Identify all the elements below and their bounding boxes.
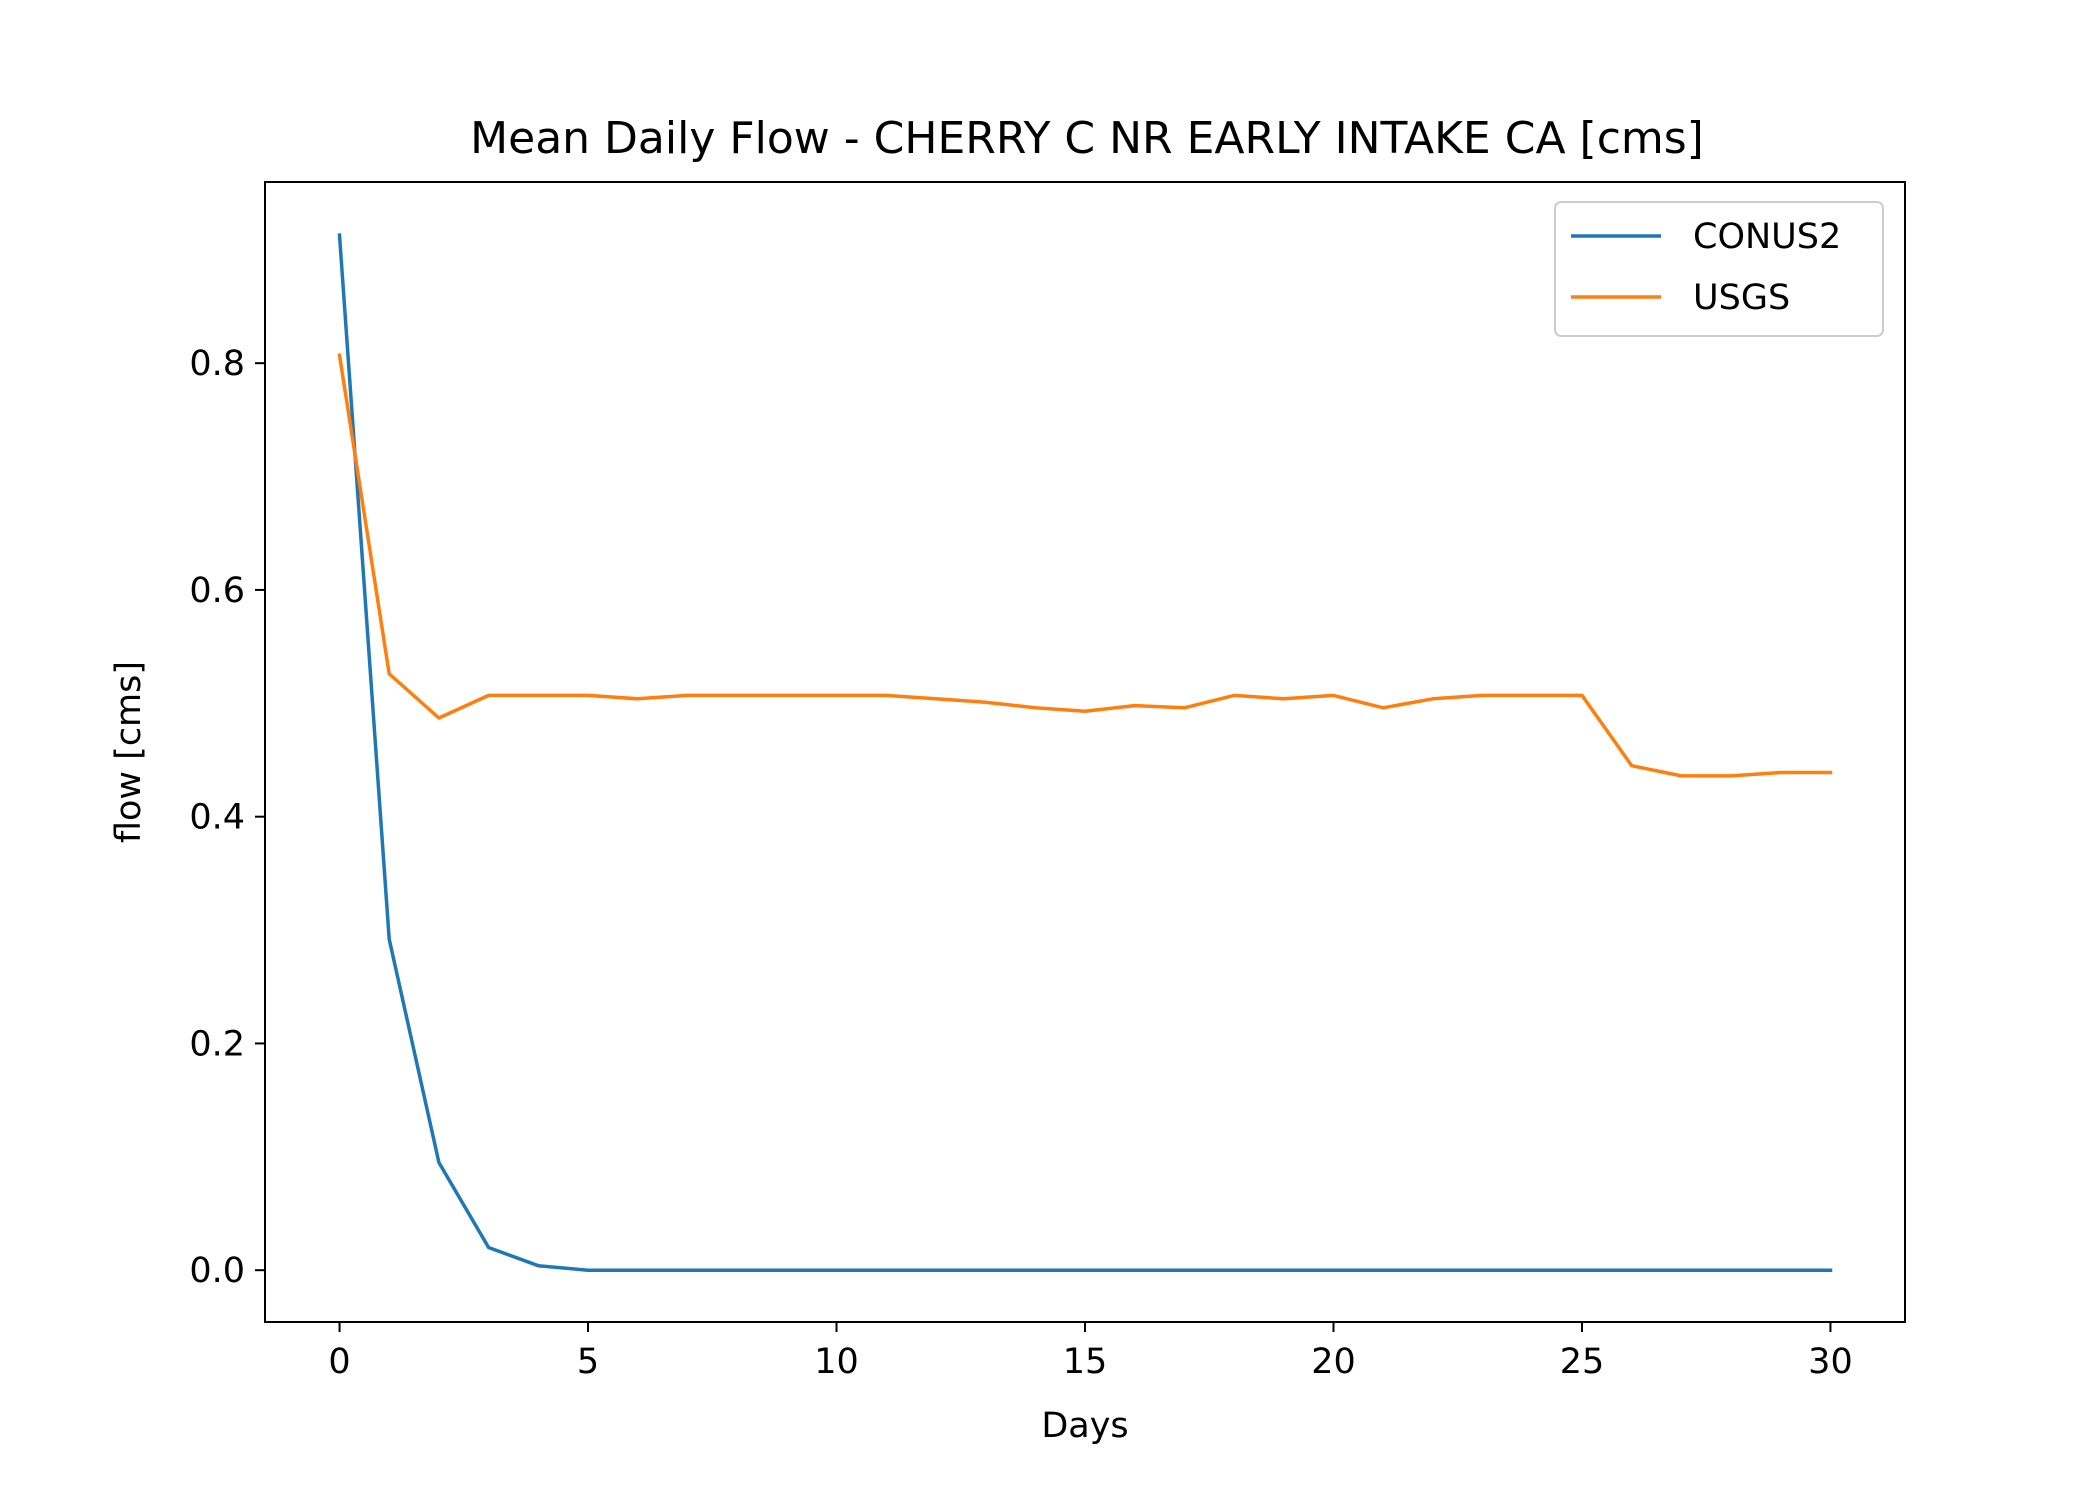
x-axis-label: Days	[1041, 1406, 1128, 1446]
x-tick-label: 10	[814, 1342, 859, 1382]
x-tick-label: 30	[1808, 1342, 1853, 1382]
y-tick-label: 0.0	[189, 1251, 245, 1291]
x-tick-label: 20	[1311, 1342, 1356, 1382]
y-tick-label: 0.6	[189, 571, 245, 611]
legend-label-usgs: USGS	[1693, 278, 1790, 318]
series-line-conus2	[337, 233, 1833, 1272]
series-layer	[337, 233, 1833, 1272]
x-tick-label: 0	[328, 1342, 350, 1382]
legend: CONUS2 USGS	[1554, 201, 1884, 337]
y-tick-label: 0.8	[189, 344, 245, 384]
x-tick-label: 25	[1560, 1342, 1605, 1382]
y-axis-ticks: 0.0 0.2 0.4 0.6 0.8	[189, 344, 265, 1291]
x-tick-label: 5	[577, 1342, 599, 1382]
y-tick-label: 0.4	[189, 798, 245, 838]
x-tick-label: 15	[1063, 1342, 1108, 1382]
y-tick-label: 0.2	[189, 1024, 245, 1064]
chart-title: Mean Daily Flow - CHERRY C NR EARLY INTA…	[470, 113, 1704, 164]
y-axis-label: flow [cms]	[109, 661, 149, 843]
legend-label-conus2: CONUS2	[1693, 217, 1841, 257]
x-axis-ticks: 0 5 10 15 20 25 30	[328, 1322, 1853, 1382]
series-line-usgs	[337, 353, 1833, 778]
